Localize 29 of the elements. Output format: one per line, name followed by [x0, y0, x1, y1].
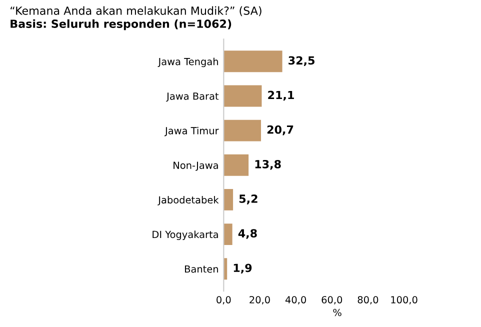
data-label: 5,2 [239, 194, 258, 204]
bar [224, 154, 249, 176]
y-tick-label: Jabodetabek [158, 196, 219, 206]
x-tick-label: 0,0 [216, 296, 231, 304]
bar [224, 85, 262, 107]
x-tick-label: 80,0 [358, 296, 378, 304]
y-tick-label: DI Yogyakarta [152, 230, 218, 240]
y-tick-label: Non-Jawa [174, 162, 218, 171]
bar [224, 120, 262, 142]
bar [224, 50, 282, 72]
x-tick-label: 60,0 [322, 296, 342, 304]
bar [224, 224, 232, 246]
y-tick-label: Jawa Tengah [158, 58, 218, 68]
bar [224, 188, 234, 210]
data-label: 1,9 [234, 264, 252, 274]
data-label: 13,8 [255, 160, 281, 170]
y-tick-label: Jawa Barat [166, 92, 219, 102]
y-tick-label: Banten [185, 265, 218, 273]
x-tick-label: 40,0 [285, 296, 306, 304]
text: Basis: Seluruh responden (n=1062) [10, 19, 232, 30]
chart-title: “Kemana Anda akan melakukan Mudik?” (SA) [10, 6, 262, 16]
x-axis-title: % [333, 308, 342, 316]
data-label: 21,1 [268, 90, 294, 101]
data-label: 4,8 [238, 229, 257, 239]
x-tick-label: 100,0 [391, 296, 418, 304]
y-tick-label: Jawa Timur [164, 126, 219, 136]
data-label: 32,5 [288, 56, 314, 66]
x-tick-label: 20,0 [250, 296, 270, 304]
data-label: 20,7 [267, 125, 294, 136]
